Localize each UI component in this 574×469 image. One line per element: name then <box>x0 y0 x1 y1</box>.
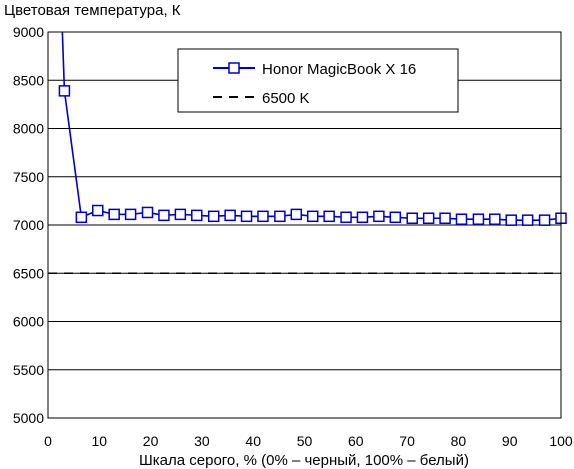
x-tick-0: 0 <box>44 433 52 449</box>
data-point-24 <box>439 212 451 224</box>
legend-marker-honor <box>228 62 240 74</box>
data-point-18 <box>340 211 352 224</box>
plot-border <box>47 31 562 419</box>
y-tick-labels: 5000 5500 6000 6500 7000 7500 8000 8500 9000 <box>13 24 44 426</box>
legend-label-6500: 6500 K <box>262 90 310 107</box>
data-point-13 <box>257 210 269 223</box>
y-tick-6500: 6500 <box>13 265 44 281</box>
y-axis-title: Цветовая температура, К <box>4 2 181 19</box>
y-tick-7500: 7500 <box>13 169 44 185</box>
x-tick-10: 10 <box>92 433 108 449</box>
legend-label-honor: Honor MagicBook X 16 <box>262 61 416 78</box>
data-point-11 <box>224 209 236 222</box>
data-point-6 <box>141 206 154 219</box>
data-point-3 <box>92 204 104 217</box>
x-tick-20: 20 <box>143 433 159 449</box>
y-tick-7000: 7000 <box>13 217 44 233</box>
data-point-17 <box>323 210 335 223</box>
x-tick-50: 50 <box>297 433 313 449</box>
y-tick-8500: 8500 <box>13 72 44 88</box>
data-point-30 <box>538 214 551 226</box>
data-point-5 <box>124 208 137 221</box>
data-point-23 <box>422 212 435 224</box>
data-point-26 <box>472 213 485 225</box>
data-point-2 <box>75 211 88 224</box>
y-tick-9000: 9000 <box>13 24 44 40</box>
data-point-9 <box>191 209 203 222</box>
x-tick-labels: 0 10 20 30 40 50 60 70 80 90 100 <box>44 433 573 449</box>
data-point-20 <box>373 210 385 223</box>
x-tick-80: 80 <box>451 433 467 449</box>
legend: Honor MagicBook X 16 6500 K <box>177 48 459 113</box>
data-point-4 <box>108 208 120 221</box>
data-point-12 <box>240 210 253 223</box>
x-tick-90: 90 <box>502 433 518 449</box>
y-tick-5500: 5500 <box>13 362 44 378</box>
series-markers <box>58 85 567 226</box>
y-tick-5000: 5000 <box>13 410 44 426</box>
x-tick-100: 100 <box>549 433 573 449</box>
x-tick-70: 70 <box>399 433 415 449</box>
x-tick-30: 30 <box>194 433 210 449</box>
data-point-19 <box>356 211 369 224</box>
data-point-21 <box>389 211 402 224</box>
data-point-8 <box>174 208 187 221</box>
x-axis-title: Шкала серого, % (0% – черный, 100% – бел… <box>139 452 469 469</box>
data-point-1 <box>58 85 71 97</box>
data-point-15 <box>290 208 303 221</box>
data-point-7 <box>158 209 170 222</box>
data-point-14 <box>274 210 286 223</box>
x-tick-60: 60 <box>348 433 364 449</box>
data-point-25 <box>455 213 468 225</box>
data-point-16 <box>306 210 319 223</box>
data-point-28 <box>505 214 517 226</box>
x-tick-40: 40 <box>245 433 261 449</box>
legend-box <box>177 48 459 113</box>
data-point-22 <box>406 212 418 224</box>
y-tick-6000: 6000 <box>13 314 44 330</box>
y-tick-8000: 8000 <box>13 121 44 137</box>
data-point-29 <box>521 214 534 226</box>
data-point-27 <box>489 213 501 225</box>
data-point-10 <box>207 210 220 223</box>
